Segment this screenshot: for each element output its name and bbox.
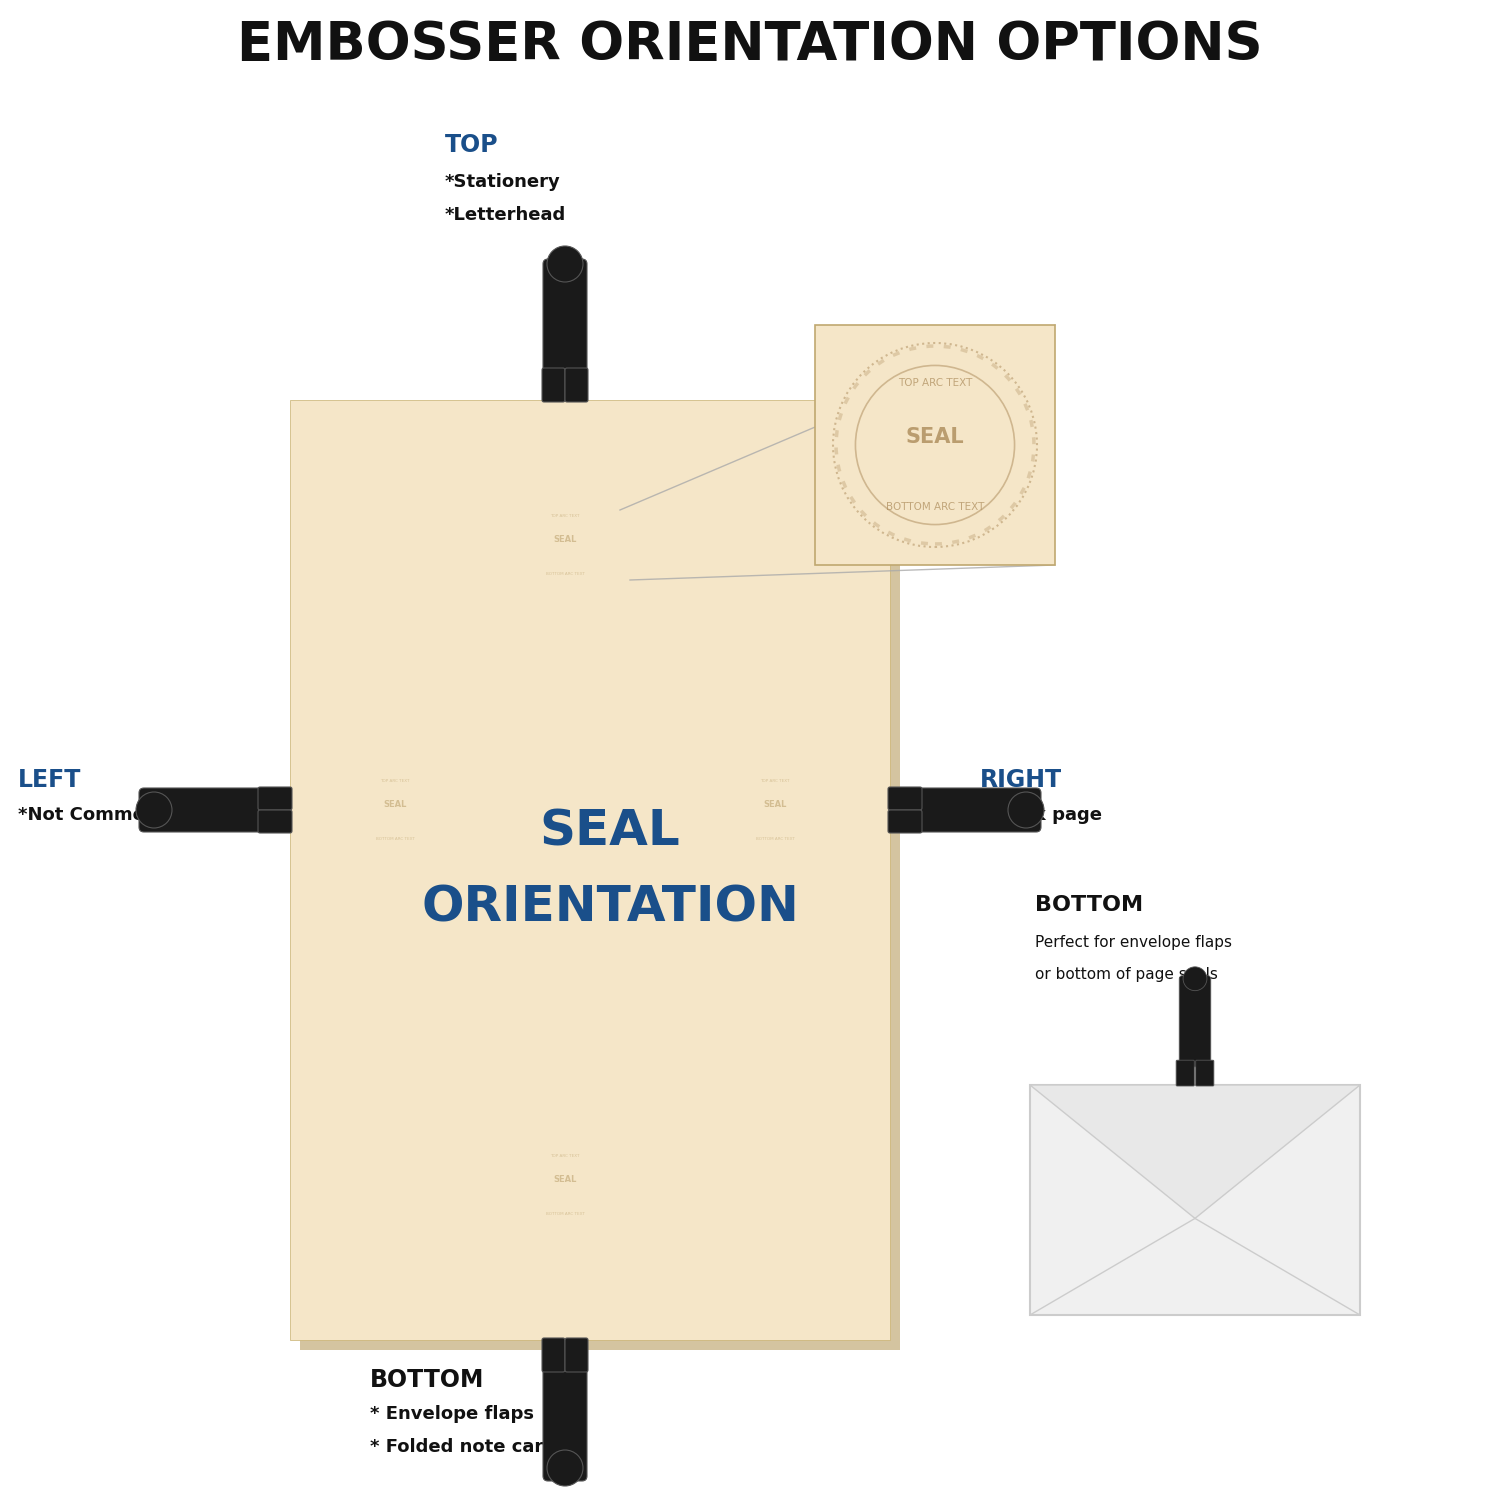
FancyBboxPatch shape: [543, 260, 586, 380]
FancyBboxPatch shape: [1176, 1060, 1194, 1086]
Text: SEAL: SEAL: [554, 1174, 576, 1184]
Text: BOTTOM: BOTTOM: [1035, 896, 1143, 915]
Text: TOP ARC TEXT: TOP ARC TEXT: [381, 778, 410, 783]
FancyBboxPatch shape: [290, 400, 890, 1340]
Text: *Not Common: *Not Common: [18, 806, 158, 824]
FancyBboxPatch shape: [258, 810, 292, 832]
Circle shape: [1008, 792, 1044, 828]
Text: Perfect for envelope flaps: Perfect for envelope flaps: [1035, 934, 1232, 950]
Text: RIGHT: RIGHT: [980, 768, 1062, 792]
FancyBboxPatch shape: [1179, 975, 1210, 1066]
Text: * Envelope flaps: * Envelope flaps: [370, 1406, 534, 1423]
FancyBboxPatch shape: [543, 1360, 586, 1480]
Circle shape: [548, 1450, 584, 1486]
Text: *Letterhead: *Letterhead: [446, 206, 567, 224]
Text: EMBOSSER ORIENTATION OPTIONS: EMBOSSER ORIENTATION OPTIONS: [237, 20, 1263, 70]
Text: SEAL: SEAL: [1184, 1146, 1206, 1155]
Text: * Book page: * Book page: [980, 806, 1102, 824]
FancyBboxPatch shape: [888, 788, 922, 810]
FancyBboxPatch shape: [1196, 1060, 1214, 1086]
FancyBboxPatch shape: [542, 368, 566, 402]
Text: TOP ARC TEXT: TOP ARC TEXT: [898, 378, 972, 388]
Text: TOP ARC TEXT: TOP ARC TEXT: [550, 513, 579, 517]
Text: TOP ARC TEXT: TOP ARC TEXT: [550, 1154, 579, 1158]
FancyBboxPatch shape: [815, 326, 1054, 566]
Polygon shape: [1030, 1084, 1360, 1218]
Text: TOP ARC TEXT: TOP ARC TEXT: [1180, 1137, 1209, 1142]
Text: or bottom of page seals: or bottom of page seals: [1035, 968, 1218, 982]
FancyBboxPatch shape: [1030, 1084, 1360, 1316]
Text: *Stationery: *Stationery: [446, 172, 561, 190]
FancyBboxPatch shape: [566, 1338, 588, 1372]
Text: LEFT: LEFT: [18, 768, 81, 792]
Text: * Folded note cards: * Folded note cards: [370, 1438, 567, 1456]
Text: BOTTOM ARC TEXT: BOTTOM ARC TEXT: [886, 503, 984, 512]
Text: BOTTOM ARC TEXT: BOTTOM ARC TEXT: [1176, 1167, 1215, 1172]
Text: SEAL: SEAL: [906, 427, 964, 447]
Circle shape: [136, 792, 172, 828]
FancyBboxPatch shape: [542, 1338, 566, 1372]
Text: BOTTOM: BOTTOM: [370, 1368, 484, 1392]
Text: ORIENTATION: ORIENTATION: [422, 884, 800, 932]
Text: SEAL: SEAL: [554, 534, 576, 543]
Text: BOTTOM ARC TEXT: BOTTOM ARC TEXT: [546, 573, 585, 576]
Text: TOP: TOP: [446, 134, 498, 158]
FancyBboxPatch shape: [258, 788, 292, 810]
FancyBboxPatch shape: [566, 368, 588, 402]
Text: BOTTOM ARC TEXT: BOTTOM ARC TEXT: [756, 837, 795, 842]
Text: BOTTOM ARC TEXT: BOTTOM ARC TEXT: [546, 1212, 585, 1216]
Text: SEAL: SEAL: [764, 800, 786, 808]
FancyBboxPatch shape: [300, 410, 900, 1350]
FancyBboxPatch shape: [888, 810, 922, 832]
FancyBboxPatch shape: [910, 788, 1041, 832]
Text: SEAL: SEAL: [540, 808, 681, 856]
Text: TOP ARC TEXT: TOP ARC TEXT: [760, 778, 789, 783]
Circle shape: [1184, 968, 1208, 990]
FancyBboxPatch shape: [140, 788, 268, 832]
Circle shape: [548, 246, 584, 282]
Text: SEAL: SEAL: [384, 800, 406, 808]
Text: BOTTOM ARC TEXT: BOTTOM ARC TEXT: [375, 837, 414, 842]
